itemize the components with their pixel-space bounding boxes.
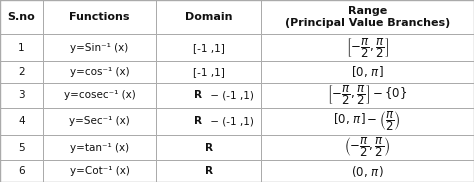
Text: $\left[-\dfrac{\pi}{2},\dfrac{\pi}{2}\right]-\{0\}$: $\left[-\dfrac{\pi}{2},\dfrac{\pi}{2}\ri…: [327, 84, 408, 107]
Text: $[0,\, \pi]$: $[0,\, \pi]$: [351, 64, 383, 79]
Text: 3: 3: [18, 90, 25, 100]
Text: $\left(-\dfrac{\pi}{2},\dfrac{\pi}{2}\right)$: $\left(-\dfrac{\pi}{2},\dfrac{\pi}{2}\ri…: [344, 136, 391, 159]
Text: R: R: [194, 90, 202, 100]
Text: 2: 2: [18, 67, 25, 77]
Text: 1: 1: [18, 43, 25, 53]
Bar: [156, 83, 261, 108]
Text: y=tan⁻¹ (x): y=tan⁻¹ (x): [70, 143, 129, 153]
Bar: [156, 61, 261, 83]
Bar: [156, 34, 261, 61]
Bar: [261, 135, 474, 160]
Bar: [43, 61, 156, 83]
Bar: [43, 160, 156, 182]
Bar: [0, 34, 43, 61]
Bar: [0, 108, 43, 135]
Text: − (-1 ,1): − (-1 ,1): [207, 116, 254, 126]
Bar: [43, 0, 156, 34]
Bar: [43, 34, 156, 61]
Text: Domain: Domain: [185, 12, 232, 22]
Text: 5: 5: [18, 143, 25, 153]
Bar: [43, 108, 156, 135]
Text: y=cos⁻¹ (x): y=cos⁻¹ (x): [70, 67, 129, 77]
Bar: [156, 135, 261, 160]
Bar: [0, 160, 43, 182]
Bar: [261, 0, 474, 34]
Bar: [43, 83, 156, 108]
Text: y=Cot⁻¹ (x): y=Cot⁻¹ (x): [70, 166, 129, 176]
Bar: [0, 135, 43, 160]
Text: y=cosec⁻¹ (x): y=cosec⁻¹ (x): [64, 90, 136, 100]
Text: Range
(Principal Value Branches): Range (Principal Value Branches): [285, 6, 450, 28]
Text: 6: 6: [18, 166, 25, 176]
Text: $[0,\, \pi]-\left(\dfrac{\pi}{2}\right)$: $[0,\, \pi]-\left(\dfrac{\pi}{2}\right)$: [333, 110, 401, 133]
Text: R: R: [205, 143, 212, 153]
Bar: [261, 34, 474, 61]
Text: y=Sin⁻¹ (x): y=Sin⁻¹ (x): [71, 43, 128, 53]
Text: $(0,\, \pi)$: $(0,\, \pi)$: [351, 164, 383, 179]
Text: R: R: [205, 166, 212, 176]
Bar: [261, 83, 474, 108]
Text: $\left[-\dfrac{\pi}{2},\dfrac{\pi}{2}\right]$: $\left[-\dfrac{\pi}{2},\dfrac{\pi}{2}\ri…: [346, 36, 389, 60]
Bar: [156, 160, 261, 182]
Text: Functions: Functions: [69, 12, 130, 22]
Text: S.no: S.no: [8, 12, 35, 22]
Bar: [0, 0, 43, 34]
Text: R: R: [194, 116, 202, 126]
Text: − (-1 ,1): − (-1 ,1): [207, 90, 254, 100]
Text: [-1 ,1]: [-1 ,1]: [192, 43, 225, 53]
Text: y=Sec⁻¹ (x): y=Sec⁻¹ (x): [69, 116, 130, 126]
Text: 4: 4: [18, 116, 25, 126]
Bar: [261, 108, 474, 135]
Bar: [261, 61, 474, 83]
Bar: [0, 83, 43, 108]
Bar: [156, 0, 261, 34]
Bar: [43, 135, 156, 160]
Text: [-1 ,1]: [-1 ,1]: [192, 67, 225, 77]
Bar: [0, 61, 43, 83]
Bar: [156, 108, 261, 135]
Bar: [261, 160, 474, 182]
